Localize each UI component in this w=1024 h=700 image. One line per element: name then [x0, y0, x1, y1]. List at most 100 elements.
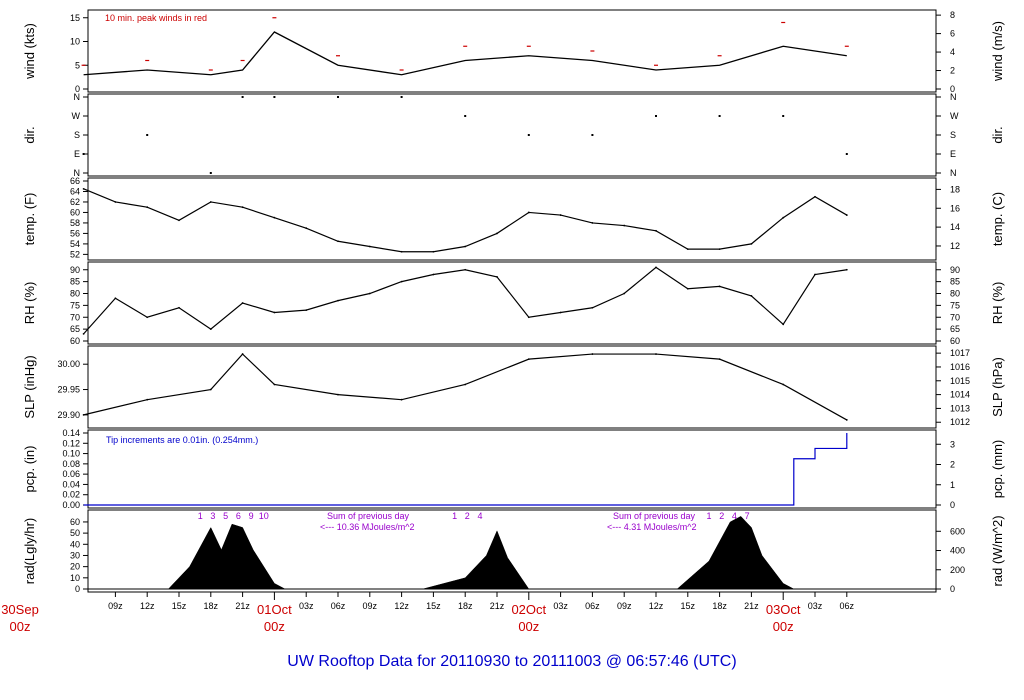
x-hour-label: 09z [108, 601, 123, 611]
temp-left-tick-label: 58 [70, 218, 80, 228]
slp-right-tick-label: 1013 [950, 403, 970, 413]
temp-line-point [400, 250, 403, 253]
dir-left-tick-label: W [72, 111, 81, 121]
dir-right-label: dir. [990, 126, 1005, 143]
wind-right-tick-label: 6 [950, 29, 955, 39]
temp-line-point [814, 195, 816, 198]
temp-line-point [782, 216, 785, 219]
x-day-label: 02Oct [511, 602, 546, 617]
wind-left-tick-label: 10 [70, 37, 80, 47]
slp-line-point [782, 383, 785, 386]
slp-right-tick-label: 1016 [950, 362, 970, 372]
dir-point [241, 96, 244, 98]
temp-line-point [718, 248, 721, 251]
x-hour-label: 06z [331, 601, 346, 611]
temp-left-tick-label: 66 [70, 176, 80, 186]
pcp-left-tick-label: 0.14 [62, 428, 80, 438]
wind-left-tick-label: 15 [70, 13, 80, 23]
wind-right-tick-label: 0 [950, 84, 955, 94]
x-hour-label: 12z [649, 601, 664, 611]
rad-sum2-line2: <--- 4.31 MJoules/m^2 [607, 522, 697, 532]
dir-point [718, 115, 721, 117]
rh-right-tick-label: 85 [950, 277, 960, 287]
x-hour-label: 12z [140, 601, 155, 611]
rh-line-point [209, 328, 212, 331]
rh-right-tick-label: 80 [950, 289, 960, 299]
rh-line-point [146, 316, 149, 319]
rh-left-tick-label: 90 [70, 265, 80, 275]
footer-title: UW Rooftop Data for 20110930 to 20111003… [287, 653, 736, 670]
pcp-right-tick-label: 1 [950, 480, 955, 490]
rh-line-point [432, 273, 435, 276]
x-day-sublabel: 00z [773, 619, 794, 634]
x-hour-label: 15z [681, 601, 696, 611]
rad-day2-mark: 1 [452, 511, 457, 521]
dir-point [273, 96, 276, 98]
rad-right-label: rad (W/m^2) [990, 515, 1005, 586]
temp-left-tick-label: 60 [70, 207, 80, 217]
slp-right-tick-label: 1015 [950, 376, 970, 386]
rh-line-point [718, 285, 721, 288]
rh-line-point [527, 316, 530, 319]
rad-left-tick-label: 10 [70, 573, 80, 583]
pcp-right-tick-label: 3 [950, 439, 955, 449]
x-day-sublabel: 00z [264, 619, 285, 634]
temp-line-point [432, 250, 435, 253]
rh-line-point [241, 302, 244, 304]
dir-left-tick-label: N [74, 168, 81, 178]
rad-left-tick-label: 60 [70, 517, 80, 527]
dir-point [82, 153, 85, 155]
rad-right-tick-label: 0 [950, 584, 955, 594]
x-hour-label: 03z [808, 601, 823, 611]
rh-right-label: RH (%) [990, 282, 1005, 325]
rad-left-tick-label: 0 [75, 584, 80, 594]
pcp-left-tick-label: 0.04 [62, 479, 80, 489]
temp-line-point [368, 245, 371, 248]
x-hour-label: 18z [712, 601, 727, 611]
wind-peak-note: 10 min. peak winds in red [105, 13, 207, 23]
rh-line-point [464, 268, 467, 271]
temp-line-point [750, 242, 753, 245]
x-hour-label: 21z [490, 601, 505, 611]
dir-point [845, 153, 848, 155]
x-hour-label: 06z [585, 601, 600, 611]
pcp-right-label: pcp. (mm) [990, 440, 1005, 499]
slp-right-tick-label: 1014 [950, 390, 970, 400]
slp-panel-frame [87, 345, 937, 429]
slp-line-point [82, 413, 85, 416]
slp-left-tick-label: 30.00 [57, 359, 80, 369]
pcp-left-tick-label: 0.00 [62, 500, 80, 510]
temp-left-tick-label: 56 [70, 228, 80, 238]
slp-line-point [718, 358, 721, 361]
slp-line-point [241, 353, 244, 355]
x-hour-label: 03z [553, 601, 568, 611]
rad-day1-mark: 10 [259, 511, 269, 521]
rh-right-tick-label: 60 [950, 336, 960, 346]
temp-line-point [655, 229, 657, 232]
rad-day1-mark: 5 [223, 511, 228, 521]
wind-panel-frame [87, 9, 937, 93]
pcp-left-tick-label: 0.06 [62, 469, 80, 479]
dir-right-tick-label: S [950, 130, 956, 140]
x-day-label: 03Oct [766, 602, 801, 617]
rad-sum1-line1: Sum of previous day [327, 511, 410, 521]
slp-left-tick-label: 29.95 [57, 385, 80, 395]
slp-right-tick-label: 1017 [950, 348, 970, 358]
slp-line [83, 353, 848, 421]
rad-day3-mark: 2 [719, 511, 724, 521]
dir-left-tick-label: N [74, 92, 81, 102]
slp-left-label: SLP (inHg) [22, 355, 37, 418]
pcp-panel-frame [87, 429, 937, 509]
rad-day3-mark: 7 [745, 511, 750, 521]
rad-day2-mark: 4 [478, 511, 483, 521]
rh-panel-frame [87, 261, 937, 345]
rh-left-tick-label: 80 [70, 289, 80, 299]
temp-line-point [845, 214, 848, 216]
pcp-tip-note: Tip increments are 0.01in. (0.254mm.) [106, 435, 258, 445]
wind-left-tick-label: 0 [75, 84, 80, 94]
dir-right-tick-label: N [950, 168, 957, 178]
x-day-label: 30Sep [1, 602, 39, 617]
rh-line-point [114, 297, 117, 300]
temp-line-point [591, 222, 594, 224]
rad-right-tick-label: 600 [950, 526, 965, 536]
